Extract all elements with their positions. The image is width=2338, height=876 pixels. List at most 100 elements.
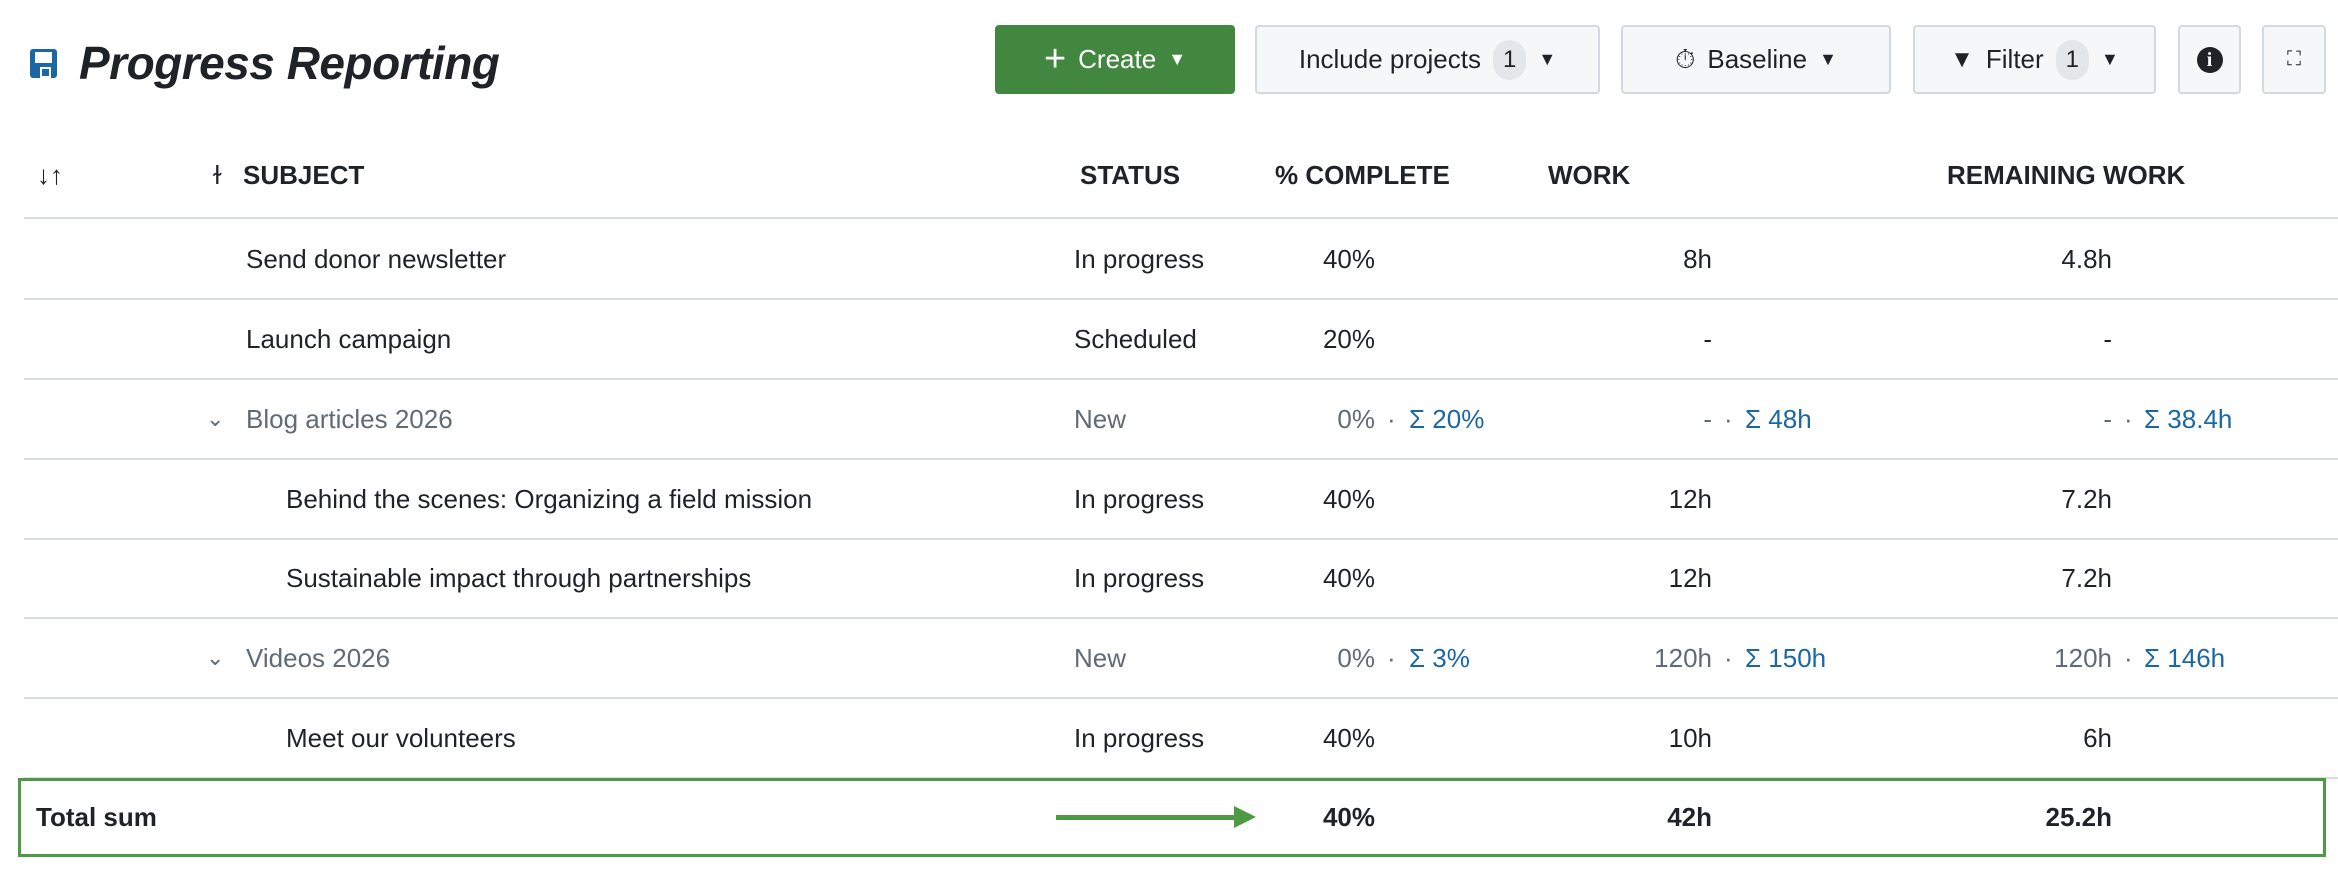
table-row[interactable]: ⌄ Videos 2026 New 0% · Σ 3% 120h · Σ 150h 120h · Σ … [0, 618, 2338, 699]
subject-link[interactable]: Meet our volunteers [286, 723, 516, 753]
work-sum[interactable]: Σ 48h [1745, 404, 1812, 434]
separator-dot: · [1724, 404, 1733, 434]
status-value[interactable]: In progress [1074, 484, 1205, 514]
table-row[interactable]: Sustainable impact through partnerships I… [0, 538, 2338, 619]
remaining-value: 4.8h [2061, 244, 2112, 274]
create-button[interactable]: + Create ▼ [995, 25, 1235, 94]
baseline-button[interactable]: ⏱ Baseline ▼ [1621, 25, 1891, 94]
info-button[interactable]: i [2178, 25, 2241, 94]
include-projects-button[interactable]: Include projects 1 ▼ [1255, 25, 1600, 94]
status-value[interactable]: New [1074, 643, 1127, 673]
status-value[interactable]: In progress [1074, 244, 1205, 274]
row-divider [24, 378, 2338, 380]
filter-icon: ▼ [1950, 45, 1974, 73]
caret-down-icon: ▼ [2101, 49, 2119, 69]
remaining-value: - [2103, 324, 2112, 354]
include-count-badge: 1 [1492, 39, 1527, 80]
create-label: Create [1078, 44, 1157, 74]
total-sum-row [18, 778, 2326, 857]
complete-value: 0% [1337, 404, 1375, 434]
table-row[interactable]: Launch campaign Scheduled 20% - - [0, 299, 2338, 380]
complete-value: 20% [1322, 324, 1375, 354]
status-value[interactable]: In progress [1074, 723, 1205, 753]
complete-value: 40% [1322, 244, 1375, 274]
caret-down-icon: ▼ [1168, 49, 1187, 69]
include-projects-label: Include projects [1298, 44, 1481, 74]
status-value[interactable]: Scheduled [1074, 324, 1197, 354]
column-subject[interactable]: SUBJECT [243, 160, 365, 190]
filter-count-badge: 1 [2055, 39, 2090, 80]
column-remaining-work[interactable]: REMAINING WORK [1947, 160, 2186, 190]
subject-link[interactable]: Videos 2026 [246, 643, 391, 673]
subject-link[interactable]: Send donor newsletter [246, 244, 507, 274]
total-complete: 40% [1322, 802, 1375, 832]
info-icon: i [2196, 46, 2223, 73]
remaining-value: 120h [2054, 643, 2112, 673]
separator-dot: · [2124, 643, 2133, 673]
status-value[interactable]: New [1074, 404, 1127, 434]
separator-dot: · [1387, 643, 1396, 673]
status-value[interactable]: In progress [1074, 563, 1205, 593]
subject-link[interactable]: Sustainable impact through partnerships [286, 563, 752, 593]
remaining-value: - [2103, 404, 2112, 434]
remaining-value: 7.2h [2061, 563, 2112, 593]
table-row[interactable]: Behind the scenes: Organizing a field mi… [0, 459, 2338, 540]
total-remaining: 25.2h [2045, 802, 2113, 832]
subject-link[interactable]: Behind the scenes: Organizing a field mi… [286, 484, 813, 514]
table-row[interactable]: Send donor newsletter In progress 40% 8h 4.8… [0, 219, 2338, 300]
remaining-value: 7.2h [2061, 484, 2112, 514]
subject-link[interactable]: Blog articles 2026 [246, 404, 453, 434]
work-value: 10h [1668, 723, 1712, 753]
separator-dot: · [2124, 404, 2133, 434]
work-value: - [1703, 324, 1712, 354]
filter-label: Filter [1985, 44, 2044, 74]
work-value: - [1703, 404, 1712, 434]
arrow-annotation [1056, 815, 1236, 820]
separator-dot: · [1387, 404, 1396, 434]
fullscreen-icon: ⛶ [2287, 48, 2301, 70]
work-sum[interactable]: Σ 150h [1745, 643, 1827, 673]
caret-down-icon: ▼ [1819, 49, 1837, 69]
baseline-label: Baseline [1707, 44, 1808, 74]
work-value: 8h [1683, 244, 1712, 274]
plus-icon: + [1043, 38, 1067, 80]
filter-button[interactable]: ▼ Filter 1 ▼ [1913, 25, 2156, 94]
remaining-sum[interactable]: Σ 38.4h [2144, 404, 2233, 434]
work-value: 120h [1654, 643, 1712, 673]
row-divider [24, 538, 2338, 540]
save-icon[interactable] [30, 49, 57, 78]
complete-value: 0% [1337, 643, 1375, 673]
arrow-head [1234, 806, 1256, 828]
fullscreen-button[interactable]: ⛶ [2262, 25, 2326, 94]
work-value: 12h [1668, 484, 1712, 514]
total-label: Total sum [36, 802, 157, 832]
sort-icon[interactable]: ↓↑ [37, 160, 63, 190]
complete-value: 40% [1322, 563, 1375, 593]
column-work[interactable]: WORK [1548, 160, 1631, 190]
complete-value: 40% [1322, 723, 1375, 753]
remaining-sum[interactable]: Σ 146h [2144, 643, 2226, 673]
complete-value: 40% [1322, 484, 1375, 514]
row-divider [24, 617, 2338, 619]
header-divider [24, 217, 2338, 219]
row-divider [24, 697, 2338, 699]
baseline-icon: ⏱ [1675, 43, 1696, 74]
page-title: Progress Reporting [79, 37, 500, 89]
complete-sum[interactable]: Σ 3% [1409, 643, 1470, 673]
total-work: 42h [1667, 802, 1712, 832]
chevron-down-icon[interactable]: ⌄ [206, 645, 225, 670]
remaining-value: 6h [2083, 723, 2112, 753]
complete-sum[interactable]: Σ 20% [1409, 404, 1485, 434]
table-row[interactable]: ⌄ Blog articles 2026 New 0% · Σ 20% - · Σ 48h - · Σ… [0, 379, 2338, 460]
table-row[interactable]: Meet our volunteers In progress 40% 10h 6h [0, 698, 2338, 779]
caret-down-icon: ▼ [1538, 49, 1557, 69]
separator-dot: · [1724, 643, 1733, 673]
column-status[interactable]: STATUS [1080, 160, 1181, 190]
subject-link[interactable]: Launch campaign [246, 324, 452, 354]
row-divider [24, 298, 2338, 300]
hierarchy-icon[interactable]: ɫ [213, 160, 222, 190]
column-complete[interactable]: % COMPLETE [1275, 160, 1450, 190]
chevron-down-icon[interactable]: ⌄ [206, 406, 225, 431]
row-divider [24, 458, 2338, 460]
work-value: 12h [1668, 563, 1712, 593]
